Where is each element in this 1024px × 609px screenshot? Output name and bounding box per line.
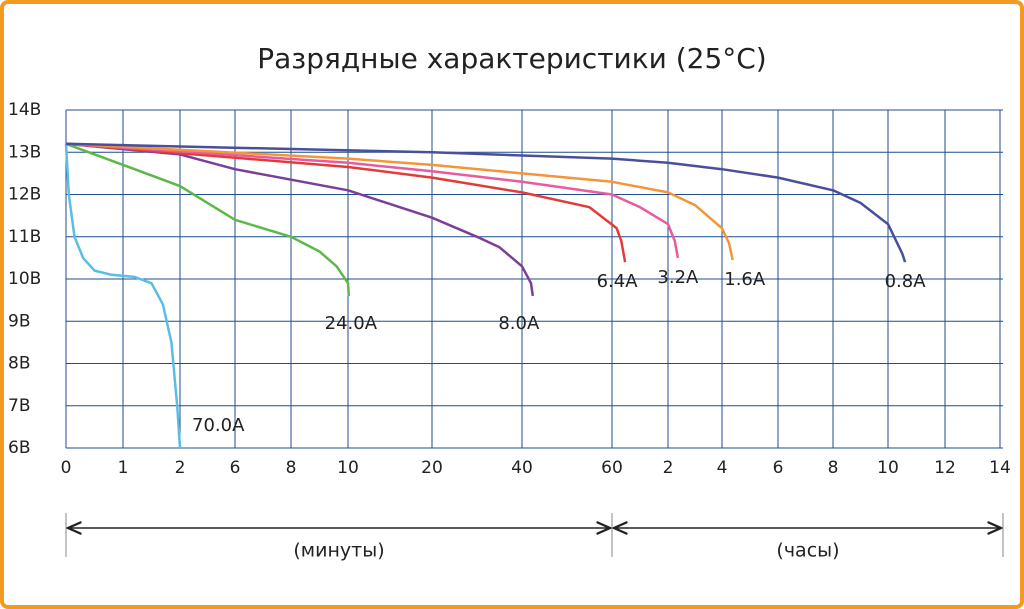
x-tick-label: 40 (511, 458, 533, 478)
y-tick-label: 13В (8, 142, 41, 162)
series-label: 0.8A (885, 271, 927, 292)
series-label: 8.0A (498, 313, 540, 334)
series-line (65, 142, 535, 297)
x-tick-label: 6 (773, 458, 784, 478)
series-label: 1.6A (724, 269, 766, 290)
x-tick-label: 12 (934, 458, 956, 478)
x-tick-label: 1 (118, 458, 129, 478)
y-tick-label: 8В (8, 354, 30, 374)
x-tick-label: 8 (286, 458, 297, 478)
series-line (64, 143, 182, 449)
x-tick-label: 6 (230, 458, 241, 478)
range-label: (минуты) (293, 540, 384, 562)
y-tick-label: 6В (8, 438, 30, 458)
series-line (65, 142, 351, 296)
x-tick-label: 10 (337, 458, 359, 478)
x-tick-label: 2 (175, 458, 186, 478)
y-tick-label: 10В (8, 269, 41, 289)
series-label: 70.0A (192, 415, 245, 436)
x-tick-label: 8 (828, 458, 839, 478)
y-tick-label: 12В (8, 185, 41, 205)
x-tick-label: 20 (421, 458, 443, 478)
series-line (65, 142, 680, 259)
y-tick-label: 11В (8, 227, 41, 247)
x-tick-label: 14 (989, 458, 1011, 478)
series-label: 24.0A (325, 313, 378, 334)
x-tick-label: 2 (663, 458, 674, 478)
range-label: (часы) (776, 540, 839, 562)
series-line (65, 142, 907, 263)
series-label: 6.4A (597, 271, 639, 292)
x-tick-label: 60 (601, 458, 623, 478)
series-line (65, 142, 627, 263)
x-tick-label: 0 (61, 458, 72, 478)
series-line (65, 142, 734, 261)
y-tick-label: 9В (8, 311, 30, 331)
x-tick-label: 10 (877, 458, 899, 478)
series-label: 3.2A (657, 267, 699, 288)
chart-title: Разрядные характеристики (25°C) (257, 42, 766, 75)
y-tick-label: 14В (8, 100, 41, 120)
y-tick-label: 7В (8, 396, 30, 416)
x-tick-label: 4 (717, 458, 728, 478)
